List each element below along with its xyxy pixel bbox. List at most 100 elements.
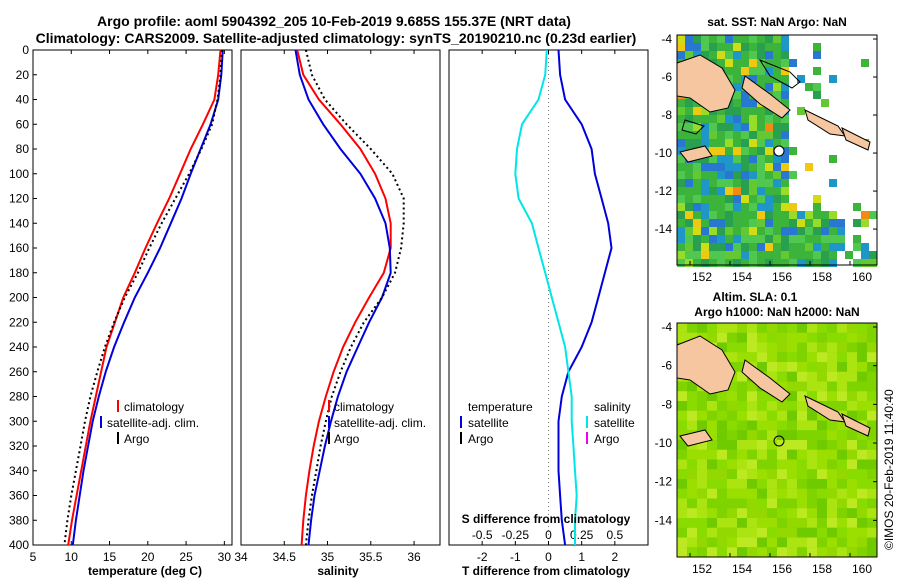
sst-cell [813, 203, 821, 211]
sst-cell [741, 59, 749, 67]
sst-cell [765, 83, 773, 91]
sst-cell [837, 219, 845, 227]
sla-cell [747, 332, 757, 343]
sst-cell [861, 259, 869, 267]
sla-cell [787, 488, 797, 499]
sla-cell [867, 352, 877, 362]
map-y-tick-label: -14 [655, 513, 673, 527]
sst-cell [773, 243, 781, 251]
sla-cell [817, 332, 827, 343]
sla-cell [777, 371, 787, 382]
sla-cell [687, 459, 697, 470]
sst-cell [693, 43, 701, 51]
sla-cell [827, 518, 837, 528]
sst-cell [757, 203, 765, 211]
sst-cell [781, 211, 789, 219]
sst-cell [677, 203, 685, 211]
sst-cell [725, 107, 733, 115]
sla-cell [857, 498, 867, 509]
sla-cell [767, 352, 777, 362]
map-y-tick-label: -12 [655, 475, 673, 489]
sst-cell [829, 227, 837, 235]
watermark: ©IMOS 20-Feb-2019 11:40:40 [882, 389, 896, 550]
sla-cell [777, 352, 787, 362]
sla-cell [867, 401, 877, 411]
sst-cell [693, 211, 701, 219]
x-tick-label: -2 [477, 550, 488, 564]
sla-cell [717, 508, 727, 518]
sla-cell [687, 527, 697, 538]
sst-cell [717, 131, 725, 139]
legend-climatology: climatology [334, 400, 394, 414]
sst-cell [765, 235, 773, 243]
sla-cell [847, 547, 857, 557]
sla-cell [847, 371, 857, 382]
sla-cell [747, 342, 757, 353]
sst-cell [773, 251, 781, 259]
sla-cell [687, 381, 697, 392]
depth-tick-label: 200 [9, 291, 29, 305]
sla-cell [787, 479, 797, 489]
sst-cell [805, 211, 813, 219]
sla-cell [787, 342, 797, 353]
sst-cell [733, 115, 741, 123]
sst-cell [749, 147, 757, 155]
sst-cell [717, 219, 725, 227]
sla-cell [777, 323, 787, 333]
sla-cell [717, 440, 727, 450]
temperature-xlabel: temperature (deg C) [88, 564, 202, 578]
sst-cell [717, 115, 725, 123]
sst-cell [741, 115, 749, 123]
sla-cell [797, 488, 807, 499]
sla-cell [717, 449, 727, 460]
sst-cell [685, 195, 693, 203]
sla-cell [787, 449, 797, 460]
x-tick-label: 34.5 [273, 550, 297, 564]
depth-tick-label: 180 [9, 266, 29, 280]
sst-cell [685, 235, 693, 243]
sst-cell [701, 155, 709, 163]
sst-cell [829, 219, 837, 227]
sla-cell [767, 440, 777, 450]
sla-cell [677, 488, 687, 499]
sst-cell [733, 155, 741, 163]
sla-cell [847, 362, 857, 372]
sla-cell [697, 527, 707, 538]
sst-cell [869, 259, 877, 267]
sla-cell [757, 508, 767, 518]
sst-cell [685, 251, 693, 259]
sla-cell [797, 440, 807, 450]
sla-cell [807, 342, 817, 353]
sst-cell [693, 131, 701, 139]
sla-cell [727, 449, 737, 460]
depth-tick-label: 80 [16, 142, 30, 156]
sst-cell [773, 227, 781, 235]
sst-cell [733, 91, 741, 99]
sla-cell [757, 479, 767, 489]
sst-cell [821, 99, 829, 107]
sla-cell [857, 449, 867, 460]
sst-cell [685, 171, 693, 179]
sla-cell [727, 391, 737, 401]
sla-cell [787, 537, 797, 548]
x-tick-label: 1 [578, 550, 585, 564]
sla-cell [747, 410, 757, 421]
sst-cell [813, 235, 821, 243]
sst-cell [701, 211, 709, 219]
sla-cell [857, 381, 867, 392]
map-x-tick-label: 160 [852, 562, 872, 576]
sla-cell [787, 362, 797, 372]
sla-cell [807, 430, 817, 440]
sla-cell [807, 518, 817, 528]
land-mass [681, 119, 705, 135]
salinity-series [294, 49, 405, 546]
header-line1: Argo profile: aoml 5904392_205 10-Feb-20… [97, 13, 571, 29]
sst-cell [677, 195, 685, 203]
sst-cell [773, 203, 781, 211]
sla-cell [777, 342, 787, 353]
sla-cell [867, 479, 877, 489]
sst-cell [821, 219, 829, 227]
sst-cell [837, 227, 845, 235]
sst-cell [765, 211, 773, 219]
sla-cell [857, 508, 867, 518]
